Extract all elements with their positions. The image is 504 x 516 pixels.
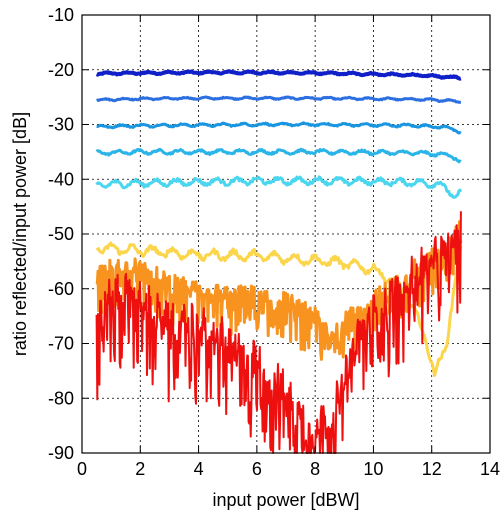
y-tick-label: -90 xyxy=(48,443,74,463)
series-layer xyxy=(95,69,463,454)
x-tick-label: 14 xyxy=(480,459,500,479)
series-line-2 xyxy=(96,95,462,104)
y-tick-label: -40 xyxy=(48,169,74,189)
series-line-8 xyxy=(95,211,462,454)
x-tick-label: 8 xyxy=(310,459,320,479)
series-line-7 xyxy=(95,220,463,361)
tick-layer: 0 2 4 6 8 10 12 14 -90 -80 -70 -60 -50 -40 -30 -20 -10 xyxy=(48,5,500,479)
grid-lines xyxy=(82,15,490,453)
series-line-4 xyxy=(95,147,462,164)
y-tick-label: -70 xyxy=(48,334,74,354)
series-line-1 xyxy=(95,69,462,81)
x-tick-label: 12 xyxy=(422,459,442,479)
y-tick-label: -50 xyxy=(48,224,74,244)
x-tick-label: 0 xyxy=(77,459,87,479)
y-tick-label: -20 xyxy=(48,60,74,80)
x-tick-label: 2 xyxy=(135,459,145,479)
x-tick-label: 4 xyxy=(194,459,204,479)
y-tick-label: -60 xyxy=(48,279,74,299)
y-tick-label: -10 xyxy=(48,5,74,25)
y-tick-label: -80 xyxy=(48,388,74,408)
series-line-3 xyxy=(96,121,462,135)
x-tick-label: 10 xyxy=(363,459,383,479)
y-axis-label: ratio reflected/input power [dB] xyxy=(10,112,30,356)
x-axis-label: input power [dBW] xyxy=(212,490,359,510)
x-tick-label: 6 xyxy=(252,459,262,479)
series-line-5 xyxy=(95,175,463,199)
y-tick-label: -30 xyxy=(48,115,74,135)
